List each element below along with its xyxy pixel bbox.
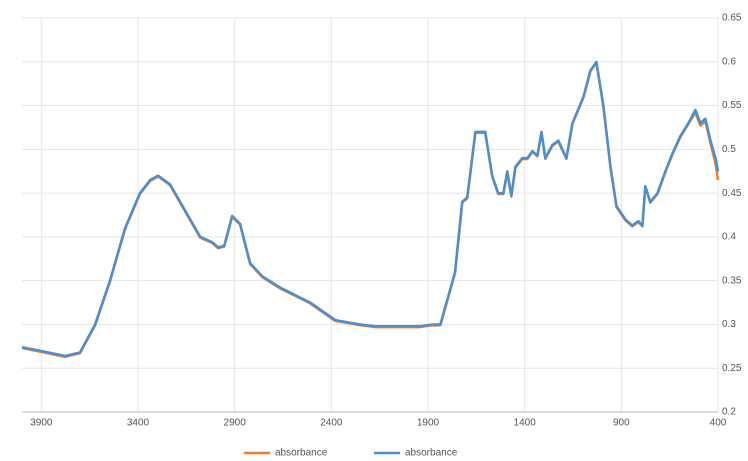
y-tick-label: 0.45 [722, 188, 742, 199]
x-tick-label: 900 [613, 418, 630, 429]
y-tick-label: 0.2 [722, 407, 736, 418]
data-line [21, 61, 720, 359]
x-tick-label: 3400 [127, 418, 150, 429]
y-tick-label: 0.5 [722, 144, 736, 155]
legend-label: absorbance [275, 448, 328, 459]
y-tick-label: 0.4 [722, 232, 736, 243]
y-tick-label: 0.65 [722, 13, 742, 24]
data-line [21, 60, 720, 358]
y-tick-label: 0.35 [722, 275, 742, 286]
y-tick-label: 0.25 [722, 363, 742, 374]
legend-label: absorbance [405, 448, 458, 459]
y-tick-label: 0.3 [722, 319, 736, 330]
x-tick-label: 400 [710, 418, 727, 429]
x-tick-label: 1900 [417, 418, 440, 429]
y-tick-label: 0.55 [722, 100, 742, 111]
x-tick-label: 2400 [320, 418, 343, 429]
x-tick-label: 2900 [224, 418, 247, 429]
x-tick-label: 3900 [30, 418, 53, 429]
x-tick-label: 1400 [514, 418, 537, 429]
y-tick-label: 0.6 [722, 56, 736, 67]
